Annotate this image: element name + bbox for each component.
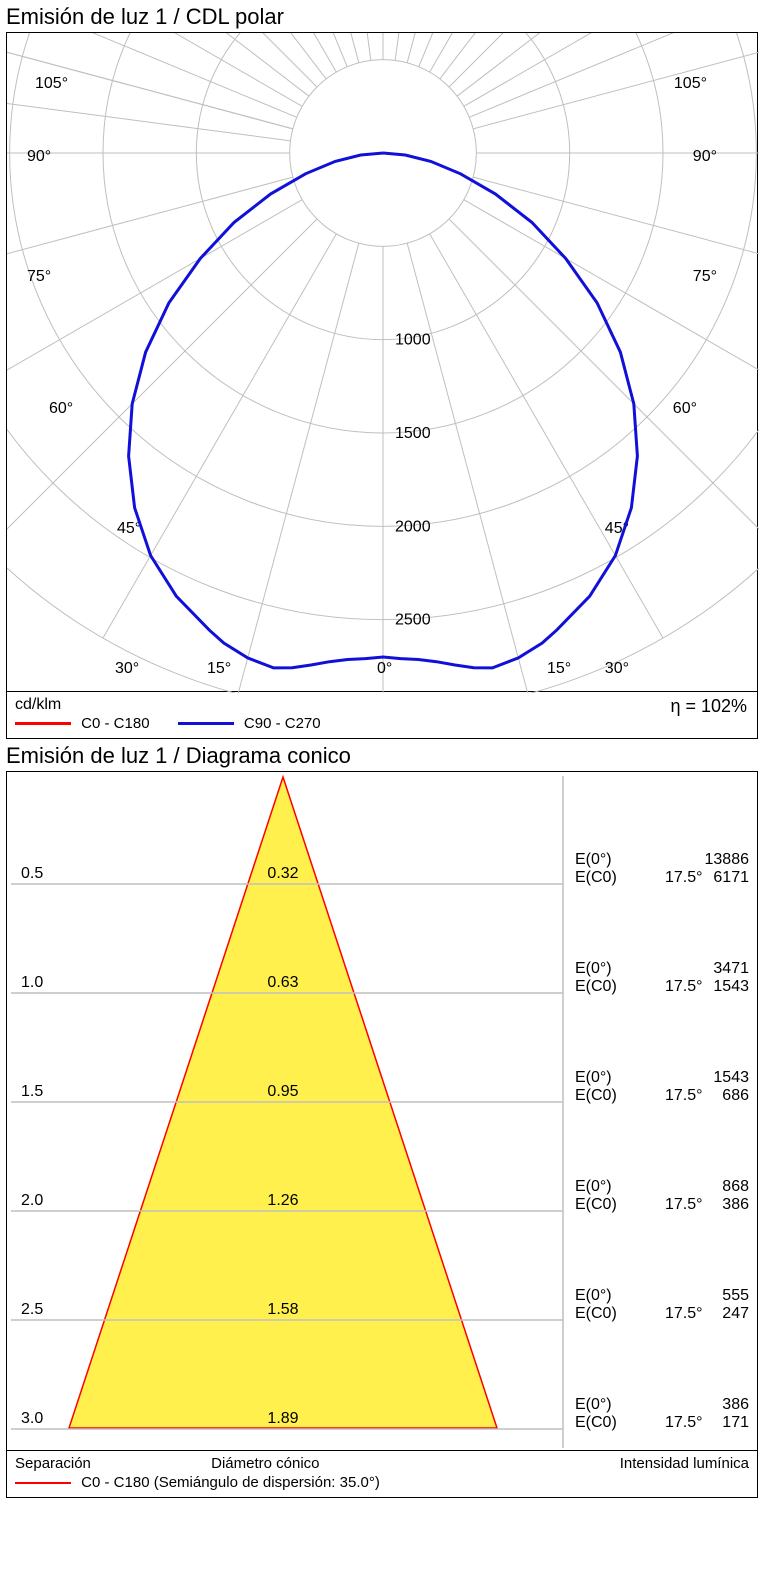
cone-legend-label: C0 - C180 (Semiángulo de dispersión: 35.… — [81, 1474, 380, 1491]
svg-text:17.5°: 17.5° — [665, 1196, 703, 1213]
svg-text:1.89: 1.89 — [267, 1410, 298, 1427]
legend-c90: C90 - C270 — [178, 715, 321, 732]
svg-text:17.5°: 17.5° — [665, 1305, 703, 1322]
polar-chart: 10001500200025003000105°90°75°60°45°30°1… — [6, 32, 758, 692]
svg-text:3.0: 3.0 — [21, 1410, 43, 1427]
svg-text:2.0: 2.0 — [21, 1192, 43, 1209]
svg-text:17.5°: 17.5° — [665, 1414, 703, 1431]
legend-line-c90 — [178, 722, 234, 725]
footer-right: Intensidad lumínica — [620, 1455, 749, 1472]
svg-text:17.5°: 17.5° — [665, 1087, 703, 1104]
svg-text:1.0: 1.0 — [21, 974, 43, 991]
svg-text:13886: 13886 — [705, 851, 750, 868]
svg-text:105°: 105° — [674, 75, 707, 92]
svg-text:1.5: 1.5 — [21, 1083, 43, 1100]
polar-svg: 10001500200025003000105°90°75°60°45°30°1… — [7, 33, 759, 693]
legend-c0: C0 - C180 — [15, 715, 150, 732]
svg-text:171: 171 — [722, 1414, 749, 1431]
footer-left: Separación — [15, 1455, 91, 1472]
svg-text:E(C0): E(C0) — [575, 869, 617, 886]
svg-text:60°: 60° — [673, 400, 697, 417]
svg-text:1500: 1500 — [395, 425, 431, 442]
svg-text:6171: 6171 — [713, 869, 749, 886]
svg-text:E(C0): E(C0) — [575, 1305, 617, 1322]
svg-text:2500: 2500 — [395, 612, 431, 629]
cone-footer: Separación Diámetro cónico Intensidad lu… — [6, 1451, 758, 1498]
cone-svg: 0.50.32E(0°)E(C0)17.5°1388661711.00.63E(… — [7, 772, 759, 1452]
legend-label-c90: C90 - C270 — [244, 715, 321, 732]
svg-text:E(0°): E(0°) — [575, 1069, 612, 1086]
svg-text:0°: 0° — [377, 660, 392, 677]
svg-text:E(C0): E(C0) — [575, 1414, 617, 1431]
svg-text:105°: 105° — [35, 75, 68, 92]
svg-text:E(C0): E(C0) — [575, 978, 617, 995]
svg-text:868: 868 — [722, 1178, 749, 1195]
svg-text:0.63: 0.63 — [267, 974, 298, 991]
svg-text:3471: 3471 — [713, 960, 749, 977]
svg-text:2.5: 2.5 — [21, 1301, 43, 1318]
svg-text:E(0°): E(0°) — [575, 851, 612, 868]
footer-center: Diámetro cónico — [211, 1455, 319, 1472]
svg-text:1543: 1543 — [713, 1069, 749, 1086]
svg-text:386: 386 — [722, 1196, 749, 1213]
svg-text:15°: 15° — [547, 660, 571, 677]
svg-text:75°: 75° — [693, 268, 717, 285]
polar-unit: cd/klm — [15, 696, 61, 713]
svg-text:555: 555 — [722, 1287, 749, 1304]
svg-text:E(0°): E(0°) — [575, 1178, 612, 1195]
svg-text:1543: 1543 — [713, 978, 749, 995]
svg-text:1.58: 1.58 — [267, 1301, 298, 1318]
polar-legend: cd/klm η = 102% C0 - C180 C90 - C270 — [6, 692, 758, 739]
polar-eta: η = 102% — [670, 696, 747, 717]
svg-text:75°: 75° — [27, 268, 51, 285]
svg-text:1000: 1000 — [395, 332, 431, 349]
svg-text:90°: 90° — [693, 148, 717, 165]
polar-title: Emisión de luz 1 / CDL polar — [0, 0, 764, 32]
legend-label-c0: C0 - C180 — [81, 715, 149, 732]
svg-text:45°: 45° — [117, 520, 141, 537]
svg-text:60°: 60° — [49, 400, 73, 417]
svg-text:30°: 30° — [115, 660, 139, 677]
svg-text:E(0°): E(0°) — [575, 1396, 612, 1413]
svg-text:E(C0): E(C0) — [575, 1087, 617, 1104]
legend-line-c0 — [15, 722, 71, 725]
svg-text:386: 386 — [722, 1396, 749, 1413]
svg-text:E(0°): E(0°) — [575, 1287, 612, 1304]
svg-text:30°: 30° — [605, 660, 629, 677]
cone-legend-line — [15, 1482, 71, 1484]
svg-text:E(C0): E(C0) — [575, 1196, 617, 1213]
cone-chart: 0.50.32E(0°)E(C0)17.5°1388661711.00.63E(… — [6, 771, 758, 1451]
svg-text:1.26: 1.26 — [267, 1192, 298, 1209]
svg-text:247: 247 — [722, 1305, 749, 1322]
svg-text:90°: 90° — [27, 148, 51, 165]
svg-text:0.5: 0.5 — [21, 865, 43, 882]
svg-text:15°: 15° — [207, 660, 231, 677]
svg-text:0.95: 0.95 — [267, 1083, 298, 1100]
svg-text:2000: 2000 — [395, 518, 431, 535]
svg-text:686: 686 — [722, 1087, 749, 1104]
svg-text:E(0°): E(0°) — [575, 960, 612, 977]
svg-text:0.32: 0.32 — [267, 865, 298, 882]
svg-text:17.5°: 17.5° — [665, 869, 703, 886]
svg-text:17.5°: 17.5° — [665, 978, 703, 995]
cone-title: Emisión de luz 1 / Diagrama conico — [0, 739, 764, 771]
